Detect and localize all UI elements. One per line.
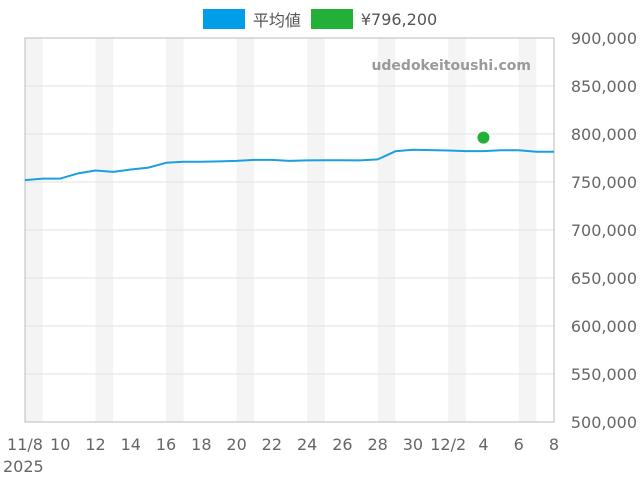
chart-legend: 平均値 ¥796,200	[0, 8, 640, 30]
x-axis-year-label: 2025	[3, 457, 44, 476]
x-tick-label: 16	[156, 435, 176, 454]
x-tick-label: 11/8	[7, 435, 43, 454]
legend-label-price: ¥796,200	[360, 9, 438, 29]
x-tick-label: 14	[121, 435, 141, 454]
plot-frame	[24, 37, 555, 423]
x-tick-label: 4	[478, 435, 488, 454]
legend-swatch-average	[202, 9, 245, 29]
x-tick-label: 26	[332, 435, 352, 454]
watermark: udedokeitoushi.com	[371, 58, 531, 74]
x-tick-label: 10	[50, 435, 70, 454]
y-tick-label: 700,000	[571, 221, 637, 240]
y-tick-label: 900,000	[571, 29, 637, 48]
y-tick-label: 800,000	[571, 125, 637, 144]
x-tick-label: 28	[367, 435, 387, 454]
legend-item-price[interactable]: ¥796,200	[310, 9, 438, 29]
x-axis-tick-labels: 11/8 10 12 14 16 18 20 22 24 26 28 30 12/2 4 6 8	[7, 435, 559, 454]
y-tick-label: 600,000	[571, 317, 637, 336]
y-tick-label: 750,000	[571, 173, 637, 192]
current-price-point	[477, 131, 490, 144]
x-tick-label: 18	[191, 435, 211, 454]
x-tick-label: 24	[297, 435, 317, 454]
x-tick-label: 20	[226, 435, 246, 454]
x-tick-label: 6	[514, 435, 524, 454]
x-tick-label: 12	[85, 435, 105, 454]
y-tick-label: 850,000	[571, 77, 637, 96]
series-layer	[24, 131, 555, 182]
y-axis-tick-labels: 500,000 550,000 600,000 650,000 700,000 750,0…	[571, 29, 637, 432]
y-tick-label: 500,000	[571, 413, 637, 432]
x-tick-label: 12/2	[430, 435, 466, 454]
legend-label-average: 平均値	[252, 11, 301, 30]
legend-item-average[interactable]: 平均値	[202, 7, 301, 31]
y-tick-label: 650,000	[571, 269, 637, 288]
x-tick-label: 22	[262, 435, 282, 454]
y-tick-label: 550,000	[571, 365, 637, 384]
x-tick-label: 8	[549, 435, 559, 454]
legend-swatch-price	[310, 9, 353, 29]
x-tick-label: 30	[403, 435, 423, 454]
